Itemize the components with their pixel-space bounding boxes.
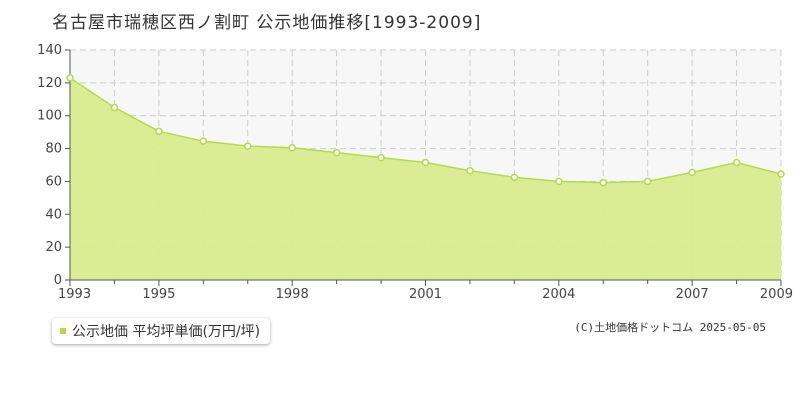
legend: 公示地価 平均坪単価(万円/坪): [52, 318, 271, 344]
data-point: [244, 142, 252, 150]
x-tick-label: 1995: [142, 287, 175, 302]
data-point: [732, 158, 741, 167]
copyright-text: (C)土地価格ドットコム 2025-05-05: [574, 321, 766, 334]
data-point: [155, 127, 163, 136]
y-tick-label: 40: [45, 207, 62, 222]
y-tick-label: 100: [37, 109, 62, 124]
y-tick-labels: 0 20 40 60 80 100 120 140: [37, 43, 62, 288]
axes: [65, 49, 782, 286]
data-point: [688, 168, 696, 177]
data-point: [377, 153, 385, 162]
x-tick-label: 1998: [276, 287, 309, 302]
y-tick-label: 140: [37, 43, 62, 58]
y-tick-label: 0: [54, 273, 62, 288]
data-point: [466, 167, 474, 175]
data-point: [421, 158, 430, 167]
x-tick-labels: 1993 1995 1998 2001 2004 2007 2009: [58, 287, 793, 302]
data-points: [66, 74, 785, 187]
legend-label: 公示地価 平均坪単価(万円/坪): [72, 324, 261, 340]
data-point: [555, 177, 563, 186]
data-point: [66, 74, 74, 82]
x-tick-label: 2009: [760, 287, 793, 302]
data-point: [777, 170, 785, 178]
y-tick-label: 60: [45, 174, 62, 189]
y-tick-label: 120: [37, 76, 62, 91]
x-tick-label: 1993: [58, 287, 91, 302]
data-point: [288, 144, 296, 152]
data-point: [110, 103, 119, 112]
series-area: [70, 77, 781, 280]
y-tick-label: 20: [45, 240, 62, 255]
data-point: [510, 173, 519, 182]
data-point: [599, 178, 607, 187]
legend-swatch: [60, 328, 66, 334]
x-tick-label: 2007: [676, 287, 709, 302]
x-tick-label: 2004: [542, 287, 575, 302]
y-tick-label: 80: [45, 142, 62, 157]
data-point: [643, 177, 652, 186]
chart-title: 名古屋市瑞穂区西ノ割町 公示地価推移[1993-2009]: [52, 13, 482, 33]
data-point: [199, 137, 208, 145]
x-tick-label: 2001: [409, 287, 442, 302]
data-point: [332, 148, 341, 157]
